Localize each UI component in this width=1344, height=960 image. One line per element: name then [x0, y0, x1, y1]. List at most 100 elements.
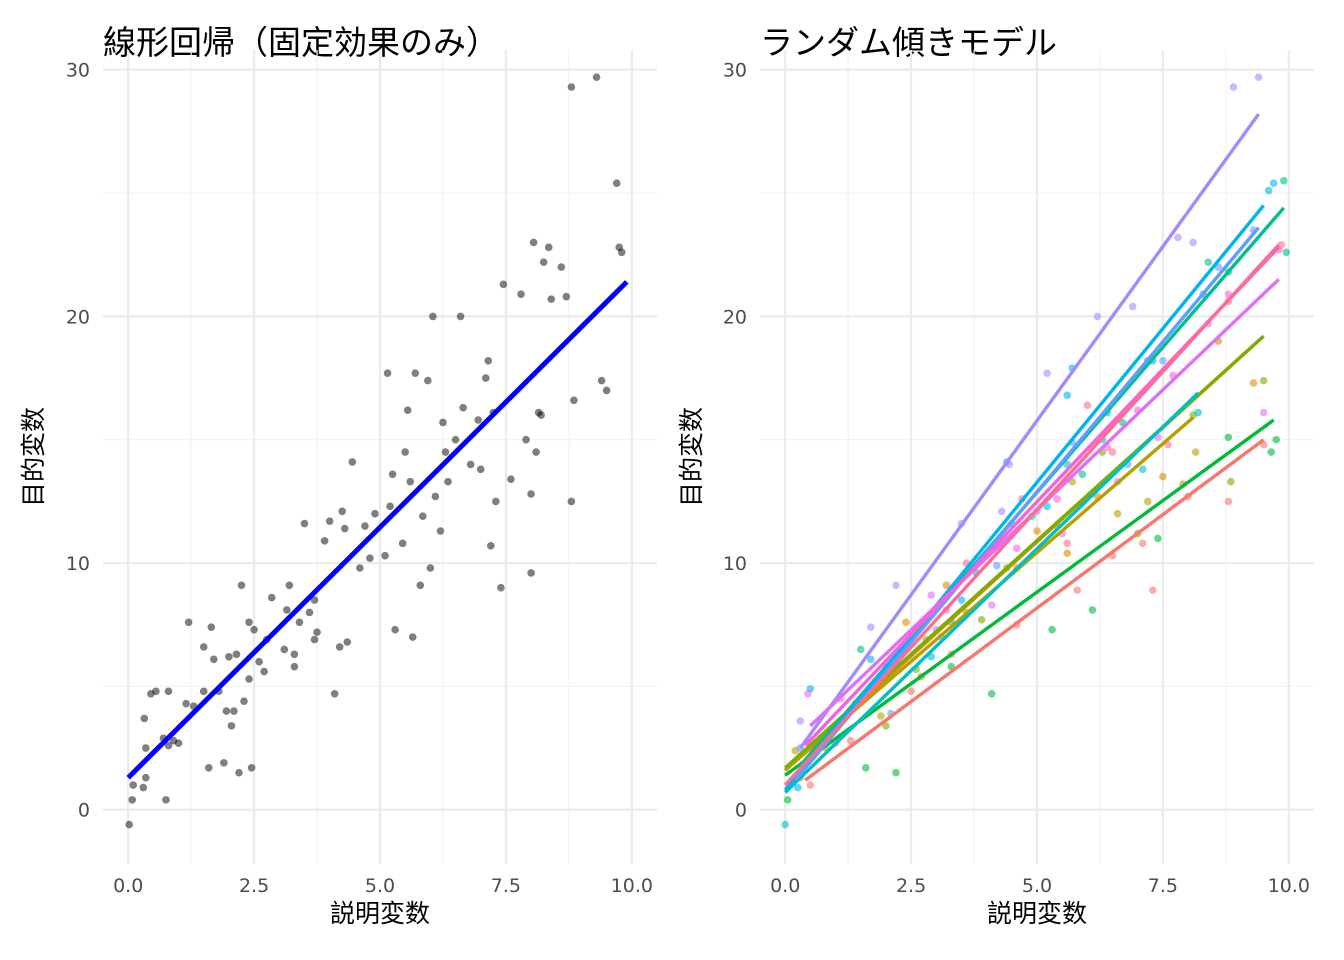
data-point [1174, 233, 1182, 242]
data-point [381, 551, 389, 560]
data-point [459, 403, 467, 412]
data-point [1259, 376, 1268, 385]
points [781, 73, 1291, 829]
data-point [356, 564, 364, 572]
data-point [1043, 369, 1051, 377]
data-point [987, 690, 996, 698]
data-point [290, 650, 299, 659]
group-regression-line [783, 243, 1281, 787]
data-point [222, 707, 231, 715]
data-point [532, 448, 540, 456]
data-point [280, 645, 289, 654]
data-point [1138, 465, 1147, 474]
data-point [441, 448, 450, 456]
data-point [330, 690, 339, 698]
panel-random-slope: ランダム傾きモデル 0.0 2.5 5.0 7.5 10.0 0 10 20 30 説明変数 目的変… [677, 23, 1314, 928]
data-point [204, 764, 213, 772]
data-point [476, 465, 485, 474]
data-point [1267, 448, 1275, 456]
data-point [867, 655, 875, 664]
data-point [343, 638, 352, 646]
data-point [424, 376, 432, 385]
data-point [401, 448, 409, 456]
x-tick-label: 7.5 [1148, 875, 1178, 897]
data-point [1277, 241, 1286, 249]
data-point [338, 507, 347, 516]
data-point [1033, 527, 1041, 535]
data-point [142, 744, 150, 752]
data-point [164, 741, 173, 750]
data-point [1078, 470, 1087, 479]
data-point [1083, 401, 1092, 410]
data-point [1088, 606, 1097, 614]
data-point [1204, 258, 1213, 266]
data-point [567, 83, 576, 91]
data-point [1073, 586, 1082, 594]
data-point [225, 653, 233, 661]
data-point [570, 396, 578, 405]
data-point [199, 687, 208, 696]
data-point [1224, 497, 1233, 506]
data-point [230, 707, 238, 715]
data-point [436, 527, 445, 535]
data-point [245, 675, 253, 683]
data-point [451, 435, 460, 444]
data-point [283, 606, 291, 614]
data-point [1154, 534, 1162, 543]
data-point [987, 601, 996, 609]
data-point [416, 581, 425, 590]
data-point [199, 643, 208, 651]
data-point [783, 796, 792, 804]
data-point [361, 522, 369, 530]
data-point [882, 722, 890, 730]
data-point [856, 645, 865, 654]
data-point [125, 820, 133, 829]
data-point [1191, 448, 1200, 456]
data-point [184, 618, 193, 627]
data-point [1013, 544, 1021, 553]
data-point [152, 687, 160, 696]
data-point [340, 524, 349, 533]
data-point [1048, 625, 1056, 634]
panel-title: ランダム傾きモデル [760, 23, 1057, 62]
y-tick-label: 30 [723, 60, 747, 82]
data-point [335, 643, 344, 651]
x-axis-title: 説明変数 [330, 899, 430, 928]
data-point [403, 406, 412, 414]
data-point [522, 435, 530, 444]
data-point [260, 667, 268, 676]
data-point [1149, 586, 1157, 594]
data-point [927, 591, 936, 599]
data-point [320, 537, 329, 545]
data-point [426, 564, 435, 572]
data-point [877, 712, 885, 720]
data-point [544, 243, 553, 252]
y-tick-label: 20 [723, 306, 747, 328]
data-point [1194, 408, 1202, 417]
data-point [285, 581, 294, 590]
data-point [164, 687, 173, 696]
data-point [547, 295, 556, 303]
group-regression-line [798, 113, 1260, 750]
data-point [267, 593, 276, 602]
data-point [507, 475, 515, 484]
data-point [781, 820, 789, 829]
data-point [481, 374, 490, 382]
data-point [1279, 176, 1288, 185]
data-point [942, 581, 951, 590]
data-point [310, 596, 319, 604]
data-point [1259, 408, 1268, 417]
data-point [129, 781, 138, 789]
data-point [174, 739, 183, 747]
data-point [902, 618, 910, 627]
data-point [240, 697, 248, 705]
data-point [1254, 73, 1263, 81]
data-point [348, 458, 357, 466]
data-point [207, 623, 216, 631]
data-point [429, 312, 437, 321]
data-point [1063, 549, 1072, 557]
y-tick-label: 10 [66, 553, 90, 575]
data-point [527, 569, 535, 577]
data-point [305, 608, 314, 617]
